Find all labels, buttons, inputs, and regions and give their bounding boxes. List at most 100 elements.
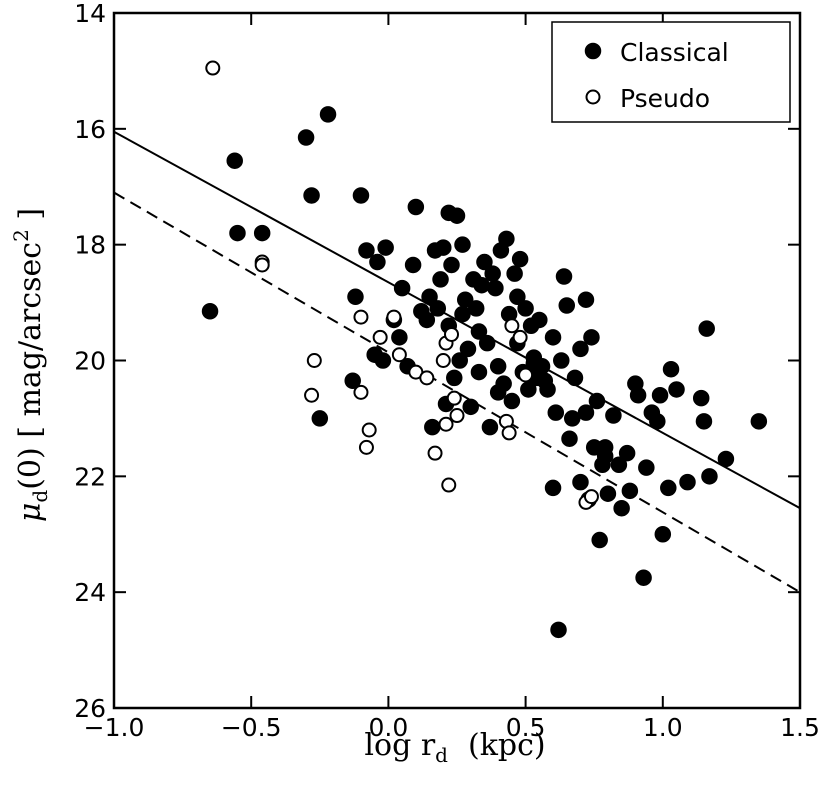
classical-point	[435, 239, 452, 256]
x-axis-title-sub: d	[435, 743, 448, 767]
classical-point	[432, 271, 449, 288]
classical-point	[443, 256, 460, 274]
y-axis-title-end: ]	[13, 208, 48, 229]
classical-point	[226, 152, 243, 169]
classical-point	[621, 482, 639, 500]
legend: Classical Pseudo	[551, 21, 791, 123]
legend-marker-classical	[584, 42, 602, 60]
legend-label-pseudo: Pseudo	[620, 84, 710, 113]
classical-point	[506, 265, 523, 282]
y-axis-title-sub: d	[28, 490, 52, 503]
classical-point	[662, 360, 680, 378]
classical-point	[229, 224, 246, 242]
legend-label-classical: Classical	[620, 38, 729, 67]
classical-point	[484, 265, 501, 282]
pseudo-point	[427, 445, 443, 461]
classical-point	[489, 358, 507, 375]
pseudo-point	[518, 367, 534, 383]
classical-point	[429, 300, 447, 317]
classical-point	[454, 305, 471, 323]
classical-point	[352, 187, 370, 204]
classical-point	[536, 372, 554, 390]
classical-point	[651, 387, 669, 404]
x-tick-label: 0.5	[506, 713, 546, 742]
classical-point	[717, 450, 735, 468]
x-tick-label: −0.5	[221, 713, 282, 742]
classical-point	[558, 297, 576, 314]
pseudo-point	[441, 477, 457, 493]
classical-point	[692, 389, 710, 407]
classical-point	[577, 291, 595, 308]
classical-point	[456, 291, 474, 308]
pseudo-point	[353, 309, 369, 325]
classical-point	[440, 204, 458, 222]
classical-point	[481, 418, 499, 436]
classical-point	[421, 288, 438, 306]
classical-point	[201, 303, 219, 320]
pseudo-point	[583, 489, 599, 505]
y-axis-title-main: μ	[13, 503, 48, 523]
classical-point	[605, 407, 622, 424]
classical-point	[297, 129, 315, 146]
pseudo-point	[435, 353, 451, 368]
pseudo-point	[386, 309, 402, 325]
classical-point	[654, 526, 672, 543]
classical-point	[572, 340, 589, 358]
x-tick-label: −1.0	[84, 713, 145, 742]
classical-point	[583, 329, 600, 346]
classical-point	[531, 311, 548, 329]
classical-point	[577, 404, 595, 421]
classical-point	[369, 253, 386, 271]
pseudo-point	[446, 390, 462, 406]
classical-point	[391, 329, 408, 346]
classical-point	[563, 410, 581, 427]
classical-point	[588, 392, 606, 410]
x-tick-label: 1.5	[780, 713, 820, 742]
classical-point	[591, 531, 608, 549]
classical-point	[517, 300, 534, 317]
classical-point	[698, 320, 715, 337]
pseudo-point	[501, 425, 517, 441]
pseudo-point	[254, 257, 270, 273]
pseudo-point	[372, 329, 388, 345]
classical-point	[550, 621, 567, 639]
classical-point	[418, 311, 436, 329]
classical-point	[498, 230, 515, 248]
pseudo-point	[306, 353, 322, 368]
pseudo-point	[512, 329, 528, 345]
classical-point	[679, 473, 696, 491]
classical-point	[478, 334, 496, 352]
pseudo-point	[391, 347, 407, 363]
classical-point	[511, 250, 529, 268]
classical-point	[572, 473, 589, 491]
classical-point	[638, 459, 655, 476]
classical-point	[750, 413, 768, 430]
classical-point	[454, 236, 471, 253]
classical-point	[629, 387, 647, 404]
classical-point	[470, 363, 488, 381]
classical-point	[701, 468, 718, 485]
classical-point	[319, 106, 337, 123]
classical-point	[610, 456, 628, 473]
pseudo-point	[449, 408, 465, 424]
classical-point	[613, 499, 630, 517]
classical-point	[668, 381, 685, 398]
classical-point	[660, 479, 677, 497]
classical-point	[547, 404, 565, 421]
classical-point	[525, 355, 543, 372]
pseudo-point	[353, 384, 369, 400]
classical-point	[404, 256, 422, 274]
pseudo-point	[444, 326, 460, 342]
pseudo-point	[419, 370, 435, 386]
classical-point	[473, 276, 490, 294]
classical-point	[503, 392, 521, 410]
classical-point	[344, 372, 361, 390]
classical-point	[462, 398, 479, 416]
classical-point	[358, 242, 375, 259]
pseudo-point	[504, 318, 520, 334]
y-axis-title-sup: 2	[9, 229, 33, 242]
y-axis-title-rest: (0) [ mag/arcsec	[13, 242, 48, 490]
classical-point	[599, 485, 617, 502]
x-axis-title-main: log r	[364, 728, 435, 763]
y-tick-label: 18	[74, 231, 106, 260]
